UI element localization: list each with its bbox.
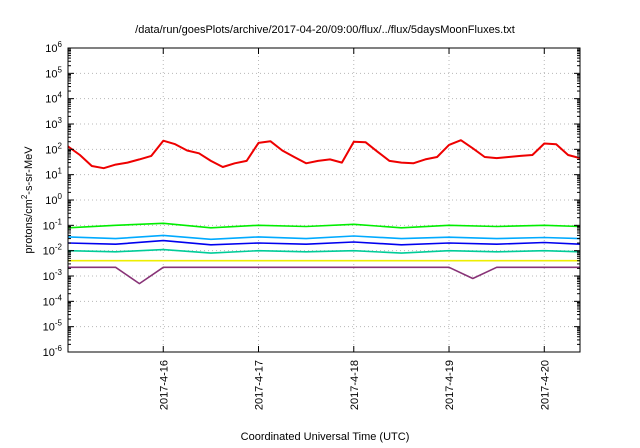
x-tick-label: 2017-4-17 (254, 360, 266, 410)
series-line-5 (67, 248, 581, 254)
chart-title: /data/run/goesPlots/archive/2017-04-20/0… (135, 24, 515, 36)
y-tick-label: 103 (45, 116, 62, 131)
y-tick-label: 10-2 (43, 243, 63, 258)
x-tick-label: 2017-4-16 (158, 360, 170, 410)
series-line-3 (67, 234, 581, 241)
y-tick-label: 10-4 (43, 293, 63, 308)
y-tick-label: 10-5 (43, 319, 63, 334)
y-tick-label: 10-1 (43, 217, 63, 232)
y-tick-label: 104 (45, 91, 62, 106)
x-tick-label: 2017-4-20 (539, 360, 551, 410)
x-axis-label: Coordinated Universal Time (UTC) (241, 431, 410, 443)
y-axis-label: protons/cm2-s-sr-MeV (20, 146, 35, 254)
series-line-2 (67, 222, 581, 229)
series-line-4 (67, 239, 581, 246)
y-tick-label: 10-6 (43, 344, 63, 359)
series-line-7 (68, 266, 580, 285)
y-tick-label: 10-3 (43, 268, 63, 283)
grid-lines (68, 48, 580, 352)
x-tick-label: 2017-4-19 (444, 360, 456, 410)
y-tick-label: 100 (45, 192, 62, 207)
series-lines (67, 139, 581, 285)
y-axis-ticks: 10-6 10-5 10-4 10-3 10-2 10-1 100 101 102 103 104 1… (43, 40, 580, 359)
y-tick-label: 106 (45, 40, 62, 55)
x-axis-ticks: 2017-4-16 2017-4-17 2017-4-18 2017-4-19 2017… (158, 48, 551, 410)
svg-text:protons/cm2-s-sr-MeV: protons/cm2-s-sr-MeV (20, 146, 35, 254)
x-tick-label: 2017-4-18 (349, 360, 361, 410)
series-line-1 (67, 139, 581, 170)
y-tick-label: 101 (45, 167, 62, 182)
y-tick-label: 105 (45, 65, 62, 80)
y-tick-label: 102 (45, 141, 62, 156)
